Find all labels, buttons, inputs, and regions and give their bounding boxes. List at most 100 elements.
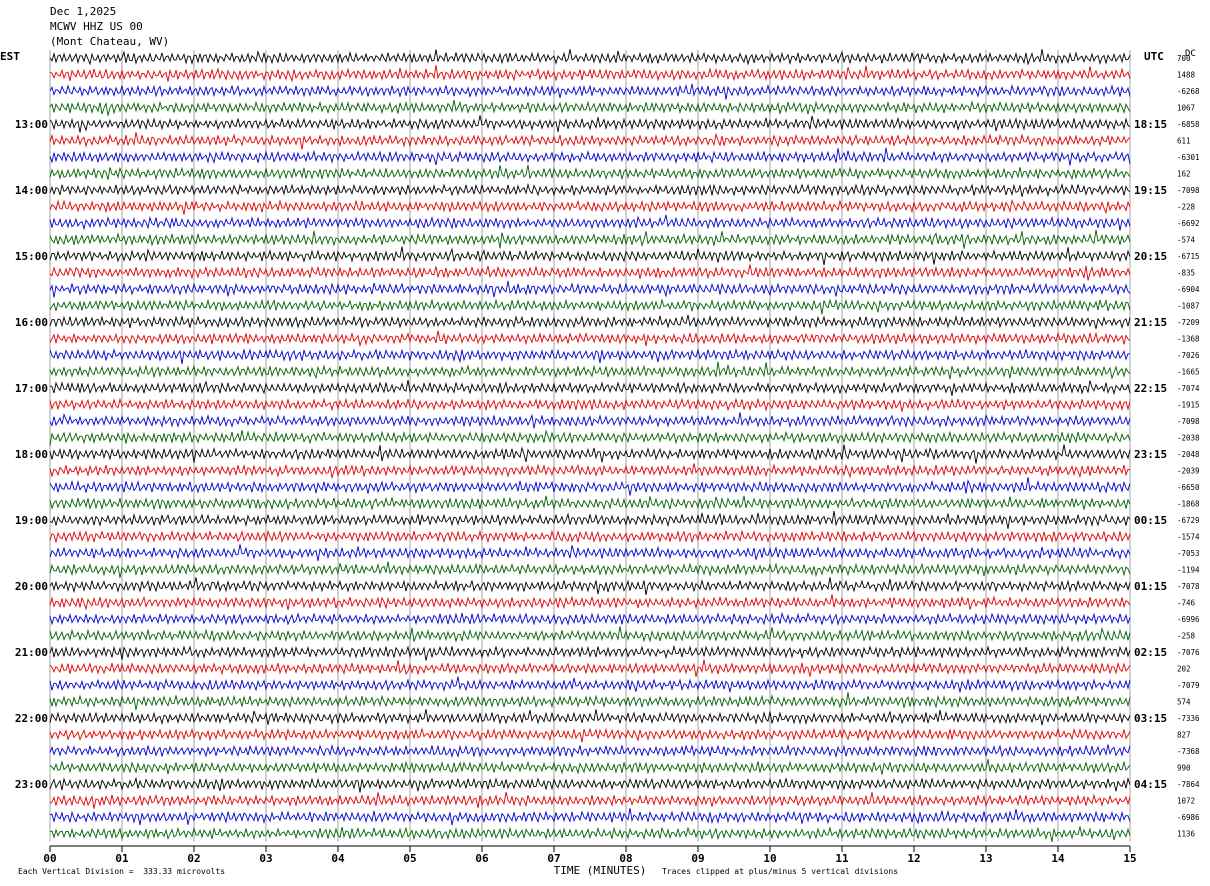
x-tick-label: 14 xyxy=(1051,852,1065,865)
x-tick-label: 07 xyxy=(547,852,560,865)
x-tick-label: 06 xyxy=(475,852,489,865)
seismic-trace xyxy=(49,429,1131,446)
dc-offset-label: -2039 xyxy=(1177,467,1200,476)
seismic-trace xyxy=(49,348,1131,365)
seismic-trace xyxy=(49,659,1131,677)
est-hour-label: 16:00 xyxy=(15,316,48,329)
seismic-trace xyxy=(49,444,1131,464)
dc-offset-label: -1574 xyxy=(1177,533,1200,542)
dc-offset-label: -6996 xyxy=(1177,615,1200,624)
utc-hour-label: 02:15 xyxy=(1134,646,1167,659)
seismic-trace xyxy=(49,115,1131,133)
station-label: MCWV HHZ US 00 xyxy=(50,20,143,33)
dc-offset-label: -7074 xyxy=(1177,384,1200,393)
seismic-trace xyxy=(49,246,1131,266)
seismic-trace xyxy=(49,477,1131,496)
utc-hour-label: 21:15 xyxy=(1134,316,1167,329)
seismic-trace xyxy=(49,214,1131,231)
dc-offset-label: -258 xyxy=(1177,632,1196,641)
dc-offset-label: -1915 xyxy=(1177,401,1200,410)
est-hour-label: 18:00 xyxy=(15,448,48,461)
utc-hour-label: 04:15 xyxy=(1134,778,1167,791)
x-tick-label: 09 xyxy=(691,852,704,865)
date-label: Dec 1,2025 xyxy=(50,5,117,18)
dc-offset-label: -2038 xyxy=(1177,434,1200,443)
seismic-trace xyxy=(49,808,1131,826)
x-tick-label: 11 xyxy=(835,852,849,865)
dc-offset-label: -835 xyxy=(1177,269,1195,278)
dc-offset-label: -1868 xyxy=(1177,500,1200,509)
x-tick-label: 10 xyxy=(763,852,776,865)
dc-offset-label: 700 xyxy=(1177,54,1191,63)
dc-offset-label: -7209 xyxy=(1177,318,1200,327)
dc-offset-label: -6650 xyxy=(1177,483,1200,492)
x-axis-title: TIME (MINUTES) xyxy=(554,864,647,877)
x-tick-label: 00 xyxy=(43,852,56,865)
seismic-trace xyxy=(49,594,1131,611)
location-label: (Mont Chateau, WV) xyxy=(50,35,170,48)
est-hour-label: 19:00 xyxy=(15,514,48,527)
seismic-trace xyxy=(49,83,1131,100)
dc-offset-label: -746 xyxy=(1177,599,1196,608)
dc-offset-label: -2048 xyxy=(1177,450,1200,459)
seismic-trace xyxy=(49,676,1131,693)
dc-offset-label: -1665 xyxy=(1177,368,1200,377)
seismic-trace xyxy=(49,776,1131,793)
utc-hour-label: 03:15 xyxy=(1134,712,1167,725)
seismic-trace xyxy=(49,314,1131,330)
seismic-trace xyxy=(49,744,1131,759)
seismic-trace xyxy=(49,100,1131,116)
dc-offset-label: 1072 xyxy=(1177,797,1195,806)
seismic-trace xyxy=(49,529,1131,544)
utc-label: UTC xyxy=(1144,50,1164,63)
dc-offset-label: 1136 xyxy=(1177,830,1196,839)
x-tick-label: 05 xyxy=(403,852,416,865)
x-tick-label: 08 xyxy=(619,852,632,865)
x-tick-label: 02 xyxy=(187,852,200,865)
dc-offset-label: -7368 xyxy=(1177,747,1200,756)
utc-hour-label: 22:15 xyxy=(1134,382,1167,395)
dc-offset-label: -7079 xyxy=(1177,681,1200,690)
seismic-trace xyxy=(49,826,1131,842)
seismic-trace xyxy=(49,229,1131,249)
seismic-trace xyxy=(49,65,1131,83)
seismic-trace xyxy=(49,727,1131,743)
dc-offset-label: -6268 xyxy=(1177,87,1200,96)
est-hour-label: 22:00 xyxy=(15,712,48,725)
dc-offset-label: -6904 xyxy=(1177,285,1200,294)
seismic-trace xyxy=(49,791,1131,809)
dc-offset-label: -7098 xyxy=(1177,186,1200,195)
dc-offset-label: 827 xyxy=(1177,731,1191,740)
x-tick-label: 15 xyxy=(1123,852,1136,865)
dc-offset-label: 202 xyxy=(1177,665,1191,674)
dc-offset-label: -6715 xyxy=(1177,252,1200,261)
seismic-trace xyxy=(49,280,1131,298)
est-hour-label: 23:00 xyxy=(15,778,48,791)
seismic-trace xyxy=(49,463,1131,479)
seismic-trace xyxy=(49,49,1131,66)
clip-note: Traces clipped at plus/minus 5 vertical … xyxy=(662,867,899,876)
dc-offset-label: -1368 xyxy=(1177,335,1200,344)
dc-offset-label: 1488 xyxy=(1177,71,1196,80)
seismic-trace xyxy=(49,397,1131,412)
dc-offset-label: 162 xyxy=(1177,170,1191,179)
seismic-trace xyxy=(49,198,1131,215)
seismic-trace xyxy=(49,361,1131,380)
utc-hour-label: 18:15 xyxy=(1134,118,1167,131)
seismic-trace xyxy=(49,626,1131,643)
seismic-trace xyxy=(49,709,1131,726)
dc-offset-label: -7026 xyxy=(1177,351,1200,360)
dc-offset-label: -7864 xyxy=(1177,780,1200,789)
dc-offset-label: -7336 xyxy=(1177,714,1200,723)
utc-hour-label: 23:15 xyxy=(1134,448,1167,461)
dc-offset-label: -6858 xyxy=(1177,120,1200,129)
dc-offset-label: -7053 xyxy=(1177,549,1200,558)
seismic-trace xyxy=(49,759,1131,775)
seismic-trace xyxy=(49,164,1131,181)
dc-offset-label: -6301 xyxy=(1177,153,1200,162)
seismic-trace xyxy=(49,692,1131,711)
est-label: EST xyxy=(0,50,20,63)
est-hour-label: 20:00 xyxy=(15,580,48,593)
est-hour-label: 15:00 xyxy=(15,250,48,263)
